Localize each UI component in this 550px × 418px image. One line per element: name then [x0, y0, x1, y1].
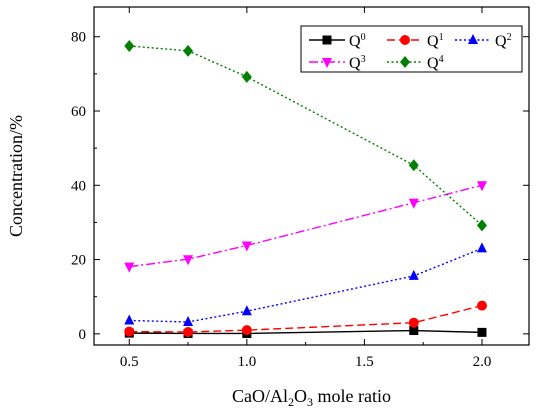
y-tick-label: 40	[71, 178, 86, 194]
data-point	[124, 40, 135, 52]
data-point	[124, 262, 135, 273]
legend-label: Q4	[427, 54, 444, 72]
legend-box	[300, 25, 523, 73]
data-point	[183, 44, 194, 57]
axis-labels: CaO/Al2O3 mole ratio Concentration/%	[6, 115, 391, 409]
data-point	[408, 317, 419, 328]
data-point	[241, 241, 252, 252]
data-point	[408, 159, 419, 172]
data-point	[124, 326, 135, 337]
series-q3	[124, 181, 487, 273]
y-tick-label: 60	[71, 104, 86, 120]
x-tick-label: 1.5	[355, 354, 374, 370]
x-tick-label: 1.0	[237, 354, 256, 370]
x-tick-label: 0.5	[120, 354, 139, 370]
data-point	[183, 327, 194, 337]
y-tick-label: 0	[79, 327, 87, 343]
data-point	[183, 315, 194, 326]
y-tick-label: 20	[71, 253, 86, 269]
legend-item-q4: Q4	[387, 54, 444, 72]
x-axis-label: CaO/Al2O3 mole ratio	[232, 386, 391, 409]
legend-label: Q1	[427, 32, 444, 50]
data-point	[124, 314, 135, 325]
legend-marker	[322, 35, 332, 45]
legend-item-q2: Q2	[455, 32, 512, 50]
series-layer	[124, 40, 487, 338]
data-point	[183, 255, 194, 266]
data-point	[476, 219, 487, 232]
y-tick-label: 80	[71, 30, 86, 46]
legend-marker	[400, 56, 410, 68]
legend-item-q3: Q3	[309, 54, 366, 72]
legend-label: Q2	[495, 32, 512, 50]
y-axis-label: Concentration/%	[6, 115, 26, 237]
legend-item-q1: Q1	[387, 32, 444, 50]
legend-marker	[468, 34, 478, 44]
legend-label: Q0	[349, 32, 366, 50]
series-q4	[124, 40, 487, 232]
data-point	[409, 326, 419, 336]
legend-label: Q3	[349, 54, 366, 72]
legend: Q0 Q1 Q2 Q3 Q4	[300, 25, 523, 73]
series-line	[129, 184, 483, 268]
series-q1	[124, 300, 487, 337]
series-line	[129, 304, 483, 333]
data-point	[241, 305, 252, 316]
data-point	[476, 181, 487, 192]
legend-item-q0: Q0	[309, 32, 366, 50]
data-point	[408, 269, 419, 280]
data-point	[241, 70, 252, 83]
axes: 0.5 1.0 1.5 2.0 0 20 40 60 80	[71, 6, 530, 370]
series-q2	[124, 242, 487, 326]
x-tick-label: 2.0	[473, 354, 492, 370]
legend-marker	[322, 58, 332, 68]
plot-frame	[93, 6, 530, 346]
data-point	[476, 242, 487, 253]
data-point	[241, 325, 252, 336]
data-point	[476, 300, 487, 311]
data-point	[408, 198, 419, 209]
legend-marker	[400, 35, 410, 45]
data-point	[477, 327, 487, 337]
